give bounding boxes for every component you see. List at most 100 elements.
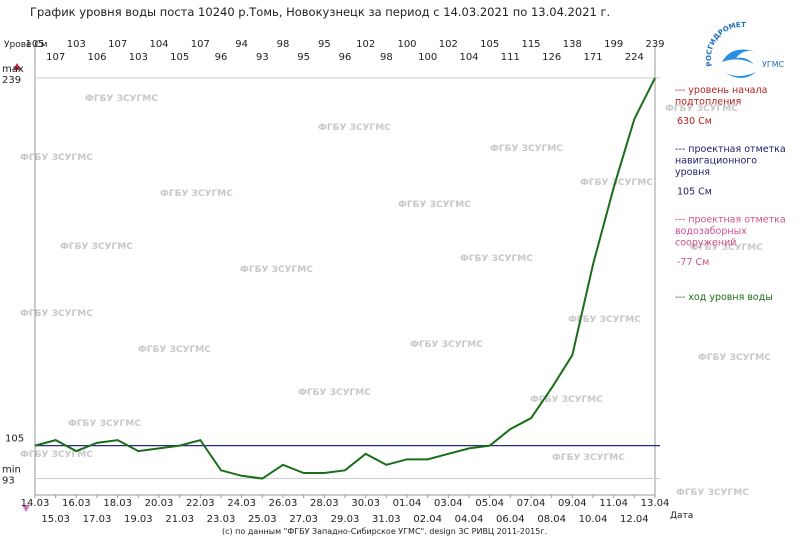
watermark: ФГБУ ЗСУГМС <box>85 94 158 104</box>
watermark: ФГБУ ЗСУГМС <box>690 243 763 253</box>
value-label: 105 <box>480 39 499 50</box>
value-label: 239 <box>645 39 664 50</box>
value-label: 107 <box>46 52 65 63</box>
value-label: 126 <box>542 52 561 63</box>
x-tick-label: 31.03 <box>372 514 401 525</box>
value-label: 93 <box>256 52 269 63</box>
x-axis-label: Дата <box>670 511 693 521</box>
watermark: ФГБУ ЗСУГМС <box>20 153 93 163</box>
x-tick-label: 19.03 <box>124 514 153 525</box>
x-tick-label: 25.03 <box>248 514 277 525</box>
watermark: ФГБУ ЗСУГМС <box>698 353 771 363</box>
watermark: ФГБУ ЗСУГМС <box>530 395 603 405</box>
x-tick-label: 07.04 <box>517 498 546 509</box>
footer: (c) по данным "ФГБУ Западно-Сибирское УГ… <box>222 527 547 536</box>
value-label: 115 <box>521 39 540 50</box>
watermark: ФГБУ ЗСУГМС <box>410 340 483 350</box>
x-tick-label: 30.03 <box>351 498 380 509</box>
watermark: ФГБУ ЗСУГМС <box>580 178 653 188</box>
watermark: ФГБУ ЗСУГМС <box>60 242 133 252</box>
x-tick-label: 22.03 <box>186 498 215 509</box>
value-label: 94 <box>235 39 248 50</box>
value-label: 103 <box>67 39 86 50</box>
reference-label: 105 <box>5 434 24 445</box>
x-tick-label: 13.04 <box>641 498 670 509</box>
text-line: навигационного <box>675 156 757 167</box>
watermark: ФГБУ ЗСУГМС <box>460 254 533 264</box>
value-label: 199 <box>604 39 623 50</box>
x-tick-label: 27.03 <box>289 514 318 525</box>
value-label: 107 <box>191 39 210 50</box>
text-line: --- проектная отметка <box>675 144 786 155</box>
x-tick-label: 11.04 <box>599 498 628 509</box>
x-tick-label: 06.04 <box>496 514 525 525</box>
value-label: 95 <box>297 52 310 63</box>
legend-label: --- ход уровня воды <box>675 292 773 303</box>
legend-level: -77 См <box>677 257 709 268</box>
text-line: уровня <box>675 167 710 178</box>
legend-label: --- проектная отметка навигационного уровн… <box>675 144 786 178</box>
watermark: ФГБУ ЗСУГМС <box>240 265 313 275</box>
chart-title: График уровня воды поста 10240 р.Томь, Н… <box>30 5 610 19</box>
x-tick-label: 10.04 <box>579 514 608 525</box>
logo-wave <box>724 72 756 78</box>
watermark: ФГБУ ЗСУГМС <box>568 315 641 325</box>
text-line: --- проектная отметка <box>675 215 786 226</box>
value-label: 98 <box>380 52 393 63</box>
x-tick-label: 08.04 <box>537 514 566 525</box>
x-tick-label: 17.03 <box>83 514 112 525</box>
y-tick-label: max 239 <box>2 64 24 86</box>
watermark: ФГБУ ЗСУГМС <box>298 388 371 398</box>
x-tick-label: 05.04 <box>475 498 504 509</box>
text-line: max <box>2 64 24 75</box>
x-tick-label: 24.03 <box>227 498 256 509</box>
x-tick-label: 20.03 <box>145 498 174 509</box>
value-label: 104 <box>149 39 168 50</box>
text-line: min <box>2 465 21 476</box>
x-tick-label: 28.03 <box>310 498 339 509</box>
legend-level: 105 См <box>677 187 712 198</box>
value-label: 95 <box>318 39 331 50</box>
y-axis-label: Урове См <box>4 40 47 50</box>
text-line: --- уровень начала <box>675 85 767 96</box>
x-tick-label: 26.03 <box>269 498 298 509</box>
min-marker <box>22 505 30 512</box>
watermark: ФГБУ ЗСУГМС <box>676 488 749 498</box>
text-line: 93 <box>2 476 15 487</box>
value-label: 138 <box>563 39 582 50</box>
value-label: 96 <box>215 52 228 63</box>
watermark: ФГБУ ЗСУГМС <box>665 104 738 114</box>
x-tick-label: 01.04 <box>393 498 422 509</box>
x-tick-label: 04.04 <box>455 514 484 525</box>
legend-label: --- уровень начала подтопления <box>675 85 767 108</box>
max-marker <box>13 63 21 70</box>
x-tick-label: 29.03 <box>331 514 360 525</box>
watermark: ФГБУ ЗСУГМС <box>160 189 233 199</box>
legend-label: --- проектная отметка водозаборных сооруже… <box>675 215 786 249</box>
x-tick-label: 03.04 <box>434 498 463 509</box>
value-label: 102 <box>356 39 375 50</box>
value-label: 111 <box>501 52 520 63</box>
value-label: 107 <box>108 39 127 50</box>
logo-text: УГМС <box>762 60 785 69</box>
text-line: 239 <box>2 75 21 86</box>
value-label: 98 <box>277 39 290 50</box>
watermark: ФГБУ ЗСУГМС <box>490 144 563 154</box>
x-tick-label: 14.03 <box>21 498 50 509</box>
level-line <box>34 77 656 480</box>
value-label: 105 <box>170 52 189 63</box>
watermark: ФГБУ ЗСУГМС <box>20 450 93 460</box>
x-tick-label: 12.04 <box>620 514 649 525</box>
text-line: подтопления <box>675 97 741 108</box>
logo-circle <box>716 36 768 88</box>
watermark: ФГБУ ЗСУГМС <box>398 200 471 210</box>
value-label: 104 <box>459 52 478 63</box>
value-label: 105 <box>25 39 44 50</box>
x-tick-label: 02.04 <box>413 514 442 525</box>
value-label: 106 <box>87 52 106 63</box>
watermark: ФГБУ ЗСУГМС <box>318 123 391 133</box>
value-label: 100 <box>418 52 437 63</box>
watermark: ФГБУ ЗСУГМС <box>138 345 211 355</box>
x-tick-label: 23.03 <box>207 514 236 525</box>
